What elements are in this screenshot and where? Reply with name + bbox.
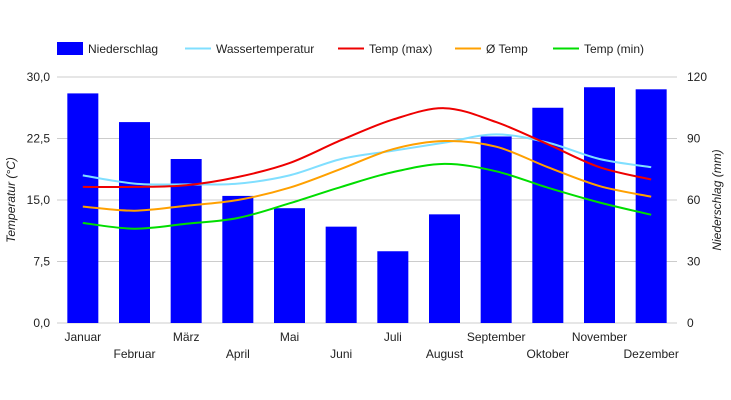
series-line	[82, 107, 652, 189]
y-left-tick-label: 15,0	[27, 193, 51, 207]
y-right-tick-label: 0	[687, 316, 694, 330]
y-left-tick-label: 7,5	[33, 255, 50, 269]
precipitation-bar	[480, 136, 512, 323]
x-tick-label: März	[173, 330, 200, 344]
x-tick-label: Juli	[384, 330, 402, 344]
x-tick-label: November	[572, 330, 627, 344]
x-tick-label: Juni	[330, 347, 352, 361]
x-tick-label: Februar	[113, 347, 155, 361]
precipitation-bar	[429, 214, 460, 323]
y-right-tick-label: 120	[687, 70, 707, 84]
y-left-tick-label: 30,0	[27, 70, 51, 84]
legend-swatch	[57, 42, 83, 55]
y-right-tick-label: 60	[687, 193, 701, 207]
y-right-tick-label: 30	[687, 255, 701, 269]
legend: Niederschlag Wassertemperatur Temp (max) Ø …	[57, 42, 644, 56]
series-line	[82, 139, 652, 212]
x-tick-label: Mai	[280, 330, 299, 344]
x-tick-label: Oktober	[526, 347, 569, 361]
series-line	[82, 162, 652, 230]
precipitation-bars	[67, 87, 667, 324]
precipitation-bar	[119, 122, 150, 323]
x-tick-label: September	[467, 330, 526, 344]
legend-label: Niederschlag	[88, 42, 158, 56]
axis-ticks: 0,0 0 7,5 30 15,0 60 22,5 90 30,0 120 Januar Februa…	[27, 70, 708, 361]
legend-label: Temp (max)	[369, 42, 432, 56]
precipitation-bar	[274, 208, 305, 323]
y-axis-right-title: Niederschlag (mm)	[710, 149, 724, 250]
precipitation-bar	[635, 89, 667, 323]
y-left-tick-label: 22,5	[27, 132, 51, 146]
y-axis-left-title: Temperatur (°C)	[4, 157, 18, 243]
y-right-tick-label: 90	[687, 132, 701, 146]
temperature-lines	[82, 107, 652, 230]
legend-label: Wassertemperatur	[216, 42, 314, 56]
precipitation-bar	[377, 251, 409, 323]
legend-label: Temp (min)	[584, 42, 644, 56]
precipitation-bar	[325, 226, 357, 323]
y-left-tick-label: 0,0	[33, 316, 50, 330]
x-tick-label: Januar	[64, 330, 101, 344]
legend-label: Ø Temp	[486, 42, 528, 56]
x-tick-label: April	[226, 347, 250, 361]
x-tick-label: Dezember	[623, 347, 678, 361]
series-line	[82, 133, 652, 186]
grid-lines	[57, 76, 677, 324]
x-tick-label: August	[426, 347, 464, 361]
